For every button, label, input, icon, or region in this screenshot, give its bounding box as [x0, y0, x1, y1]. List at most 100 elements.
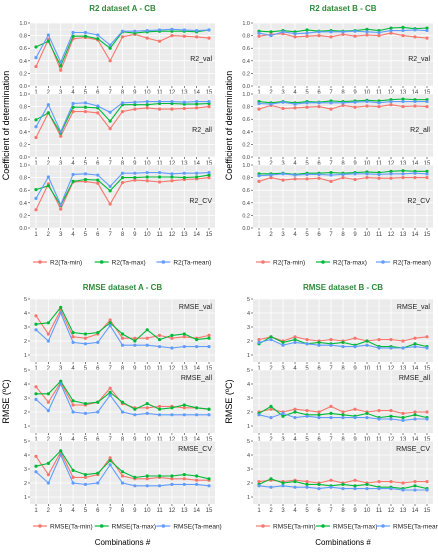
x-tick-label: 10	[364, 232, 371, 238]
legend-label: R2(Ta-mean)	[173, 260, 211, 267]
x-tick-label: 15	[424, 366, 431, 372]
panel-label: RMSE_all	[399, 375, 431, 382]
data-point	[59, 382, 63, 386]
data-point	[207, 484, 211, 488]
data-point	[182, 335, 186, 339]
data-point	[207, 36, 211, 40]
y-tick-label: 1	[247, 424, 250, 430]
y-tick-label: 0.6	[242, 46, 250, 52]
x-tick-label: 14	[193, 508, 200, 514]
data-point	[120, 474, 125, 478]
legend-label: RMSE(Ta-min)	[273, 524, 316, 531]
y-tick-label: 1.0	[242, 92, 250, 98]
data-point	[365, 104, 369, 108]
data-point	[377, 30, 381, 35]
y-tick-label: 4	[24, 311, 27, 317]
x-tick-label: 6	[96, 508, 100, 514]
x-tick-label: 8	[341, 161, 345, 167]
legend-label: R2(Ta-min)	[50, 260, 82, 267]
x-tick-label: 4	[293, 161, 297, 167]
x-tick-label: 4	[293, 232, 297, 238]
data-point	[317, 343, 321, 347]
x-tick-label: 12	[169, 232, 176, 238]
x-tick-label: 5	[305, 508, 309, 514]
data-point	[329, 101, 333, 105]
data-point	[281, 178, 285, 182]
data-point	[108, 393, 112, 397]
data-point	[108, 110, 112, 114]
x-axis-label: Combinations #	[95, 538, 151, 547]
x-tick-label: 8	[341, 232, 345, 238]
x-tick-label: 10	[144, 437, 151, 443]
x-tick-label: 10	[144, 366, 151, 372]
x-tick-label: 5	[305, 90, 309, 96]
x-tick-label: 15	[206, 508, 213, 514]
y-tick-label: 0.4	[19, 59, 27, 65]
data-point	[293, 480, 297, 484]
data-point	[157, 39, 162, 43]
data-point	[425, 480, 429, 484]
data-point	[46, 339, 50, 343]
data-point	[389, 417, 393, 421]
data-point	[269, 477, 273, 481]
x-tick-label: 6	[317, 508, 321, 514]
panel-label: R2_all	[410, 127, 430, 134]
data-point	[83, 101, 88, 105]
data-point	[145, 343, 149, 347]
data-point	[46, 39, 50, 43]
data-point	[59, 305, 63, 309]
data-point	[83, 110, 88, 114]
data-point	[389, 414, 393, 418]
data-point	[195, 102, 199, 106]
data-point	[293, 416, 297, 420]
data-point	[317, 340, 321, 344]
data-point	[195, 338, 199, 342]
y-tick-label: 1	[24, 495, 27, 501]
data-point	[83, 172, 88, 176]
data-point	[59, 64, 63, 68]
data-point	[83, 105, 88, 109]
data-point	[195, 406, 199, 410]
data-point	[425, 176, 429, 180]
x-tick-label: 8	[121, 161, 125, 167]
data-point	[413, 99, 417, 104]
y-axis-label: Coefficient of determination	[1, 71, 11, 180]
y-tick-label: 0.0	[242, 226, 250, 232]
data-point	[401, 169, 405, 173]
y-tick-label: 4	[247, 311, 250, 317]
data-point	[257, 34, 261, 38]
x-tick-label: 9	[353, 508, 357, 514]
x-tick-label: 8	[341, 90, 345, 96]
x-tick-label: 10	[364, 508, 371, 514]
y-tick-label: 1	[24, 353, 27, 359]
data-point	[145, 28, 149, 33]
data-point	[145, 179, 149, 183]
data-point	[59, 134, 63, 138]
x-tick-label: 11	[376, 161, 383, 167]
panel-label: R2_CV	[189, 198, 212, 205]
data-point	[413, 342, 417, 346]
data-point	[317, 482, 321, 486]
data-point	[257, 338, 261, 342]
x-tick-label: 13	[181, 508, 188, 514]
data-point	[170, 406, 174, 410]
data-point	[377, 176, 381, 180]
data-point	[329, 173, 333, 177]
y-tick-label: 1	[247, 495, 250, 501]
data-point	[71, 399, 75, 403]
x-tick-label: 5	[305, 366, 309, 372]
data-point	[182, 100, 186, 104]
data-point	[377, 34, 381, 38]
data-point	[71, 179, 75, 183]
data-point	[425, 335, 429, 339]
x-tick-label: 2	[47, 161, 51, 167]
data-point	[71, 101, 75, 106]
y-tick-label: 2	[247, 339, 250, 345]
data-point	[353, 336, 357, 340]
x-tick-label: 6	[317, 232, 321, 238]
x-tick-label: 12	[388, 161, 395, 167]
data-point	[353, 34, 357, 38]
x-tick-label: 7	[329, 508, 333, 514]
data-point	[281, 411, 285, 415]
